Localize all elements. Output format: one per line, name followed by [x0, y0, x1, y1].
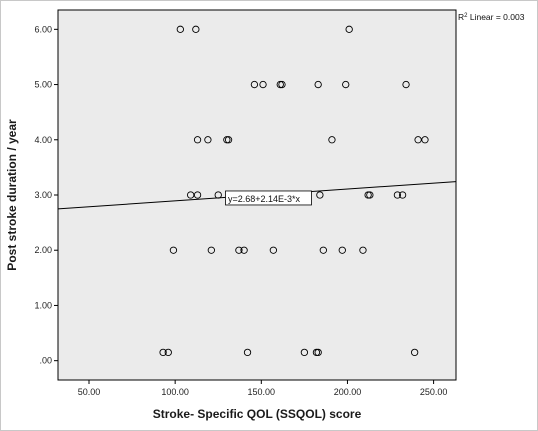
data-point	[359, 246, 367, 254]
data-point	[314, 348, 322, 357]
data-point	[164, 348, 172, 357]
data-point	[214, 191, 222, 199]
data-point	[176, 25, 184, 33]
data-point	[278, 80, 286, 89]
data-point	[243, 348, 252, 357]
r2-suffix: Linear = 0.003	[467, 12, 524, 22]
data-point	[204, 136, 212, 144]
x-tick-label: 150.00	[248, 387, 276, 397]
fit-equation-box	[225, 190, 312, 206]
data-point	[421, 136, 429, 144]
x-tick-label: 100.00	[161, 387, 189, 397]
data-point	[193, 136, 202, 144]
data-point	[300, 348, 309, 357]
r2-superscript: 2	[464, 13, 468, 19]
y-axis: .00 1.00 2.00 3.00 4.00 5.00 6.00	[34, 24, 58, 366]
data-point	[259, 80, 267, 89]
data-point	[316, 191, 324, 199]
data-point	[402, 80, 410, 89]
y-tick-label: 6.00	[34, 24, 52, 34]
x-axis: 50.00 100.00 150.00 200.00 250.00	[78, 380, 448, 397]
y-axis-title: Post stroke duration / year	[5, 119, 19, 271]
data-point	[338, 246, 346, 254]
r2-prefix: R	[458, 12, 464, 22]
data-point	[414, 136, 422, 144]
data-point	[207, 246, 215, 254]
fit-equation-label: y=2.68+2.14E-3*x	[228, 194, 301, 204]
data-point	[187, 191, 195, 199]
x-axis-title: Stroke- Specific QOL (SSQOL) score	[153, 407, 362, 421]
data-point	[192, 25, 200, 33]
data-point	[235, 246, 243, 254]
data-point	[250, 80, 259, 89]
data-points: y=2.68+2.14E-3*x	[159, 25, 429, 357]
data-point	[328, 136, 336, 144]
data-point	[224, 136, 233, 144]
y-tick-label: 3.00	[34, 190, 52, 200]
data-point	[345, 25, 353, 33]
x-tick-label: 250.00	[420, 387, 448, 397]
x-tick-label: 50.00	[78, 387, 101, 397]
y-tick-label: 1.00	[34, 300, 52, 310]
data-point	[342, 80, 350, 89]
data-point	[240, 246, 248, 254]
r2-linear-label: R2 Linear = 0.003	[458, 12, 525, 22]
y-tick-label: 2.00	[34, 245, 52, 255]
data-point	[193, 191, 202, 199]
data-point	[159, 348, 167, 357]
y-tick-label: .00	[39, 356, 52, 366]
data-point	[398, 191, 407, 199]
data-point	[366, 191, 374, 199]
data-point	[393, 191, 402, 199]
data-point	[319, 246, 327, 254]
y-tick-label: 5.00	[34, 80, 52, 90]
data-point	[169, 246, 178, 254]
data-point	[410, 348, 419, 357]
data-point	[314, 80, 322, 89]
data-point	[269, 246, 278, 254]
x-tick-label: 200.00	[334, 387, 362, 397]
y-tick-label: 4.00	[34, 135, 52, 145]
